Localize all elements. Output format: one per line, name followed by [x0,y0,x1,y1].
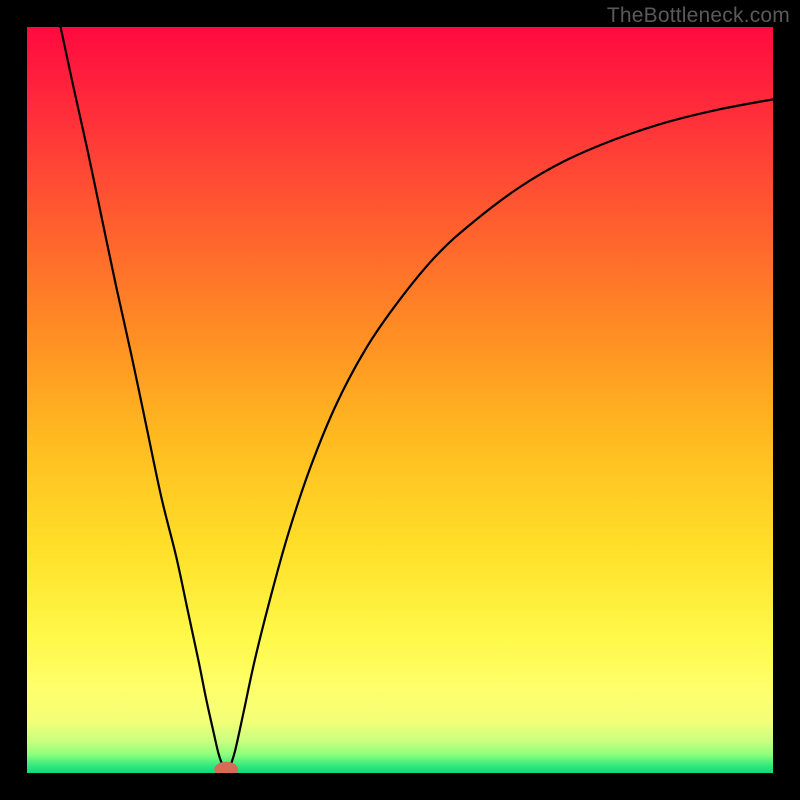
chart-frame: TheBottleneck.com [0,0,800,800]
watermark-text: TheBottleneck.com [607,4,790,28]
bottleneck-chart [27,27,773,773]
plot-area [27,27,773,773]
gradient-background [27,27,773,773]
